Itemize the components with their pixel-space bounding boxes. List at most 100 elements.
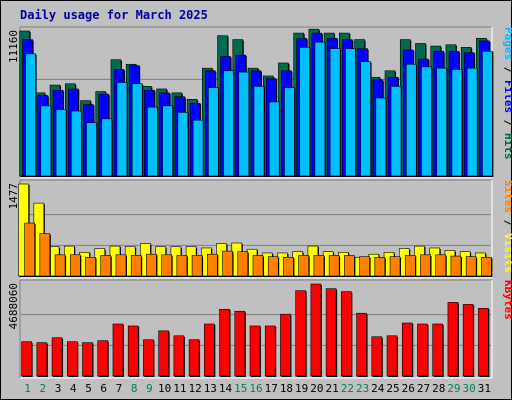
x-tick-label-day-29: 29 (447, 382, 460, 395)
bar-pages-day-26 (405, 63, 417, 177)
bar-sites-day-21 (328, 255, 340, 277)
bar-pages-day-8 (131, 83, 143, 177)
bar-pages-day-20 (314, 41, 326, 177)
bar-kbytes-day-11 (173, 335, 185, 377)
x-tick-label-day-31: 31 (478, 382, 491, 395)
panel-hits-files-pages: 11160 Pages / Files / Hits (7, 26, 512, 179)
x-tick-label-day-12: 12 (188, 382, 201, 395)
chart-title: Daily usage for March 2025 (20, 8, 208, 22)
bar-kbytes-day-4 (66, 341, 78, 377)
bar-kbytes-day-22 (341, 291, 352, 377)
bar-pages-day-25 (390, 86, 402, 177)
bar-kbytes-day-15 (234, 310, 246, 377)
bar-pages-day-17 (268, 101, 280, 177)
legend-item-visits: Visits (502, 233, 512, 273)
legend-item-sites: Sites (502, 180, 512, 213)
x-axis-labels: 1 2 3 4 5 6 7 8 9 10 11 12 13 14 15 16 17 18 19 20 21 22 23 24 2… (24, 382, 491, 395)
bar-sites-day-11 (176, 255, 188, 277)
bar-sites-day-27 (420, 254, 431, 277)
bar-sites-day-19 (298, 255, 309, 277)
bar-kbytes-day-14 (219, 308, 230, 377)
bar-pages-day-27 (421, 66, 432, 177)
x-tick-label-day-16: 16 (249, 382, 262, 395)
bar-kbytes-day-7 (112, 323, 124, 377)
series-pages (25, 41, 494, 178)
bar-pages-day-13 (208, 87, 219, 177)
bar-sites-day-29 (450, 255, 462, 277)
bar-sites-day-30 (465, 256, 477, 277)
bar-sites-day-20 (313, 255, 325, 277)
legend-visits-sites: Sites / Visits (502, 180, 512, 273)
bar-sites-day-4 (69, 254, 81, 277)
chart-panels: 11160 Pages / Files / Hits 1477 Sites / Vis… (7, 26, 512, 379)
bar-pages-day-21 (329, 48, 341, 177)
bar-sites-day-24 (374, 257, 386, 277)
bar-kbytes-day-2 (36, 342, 48, 377)
bar-kbytes-day-9 (143, 339, 154, 377)
x-tick-label-day-25: 25 (386, 382, 399, 395)
bar-pages-day-22 (345, 48, 356, 177)
bar-sites-day-15 (237, 251, 249, 277)
x-tick-label-day-2: 2 (40, 382, 47, 395)
x-tick-label-day-19: 19 (295, 382, 308, 395)
legend-separator: / (502, 60, 512, 80)
bar-sites-day-7 (115, 254, 127, 277)
bar-sites-day-8 (130, 255, 142, 277)
x-tick-label-day-1: 1 (24, 382, 31, 395)
bar-kbytes-day-1 (21, 341, 32, 377)
bar-pages-day-23 (360, 61, 371, 177)
bar-sites-day-23 (359, 256, 370, 277)
bar-sites-day-31 (481, 257, 492, 277)
legend-kbytes: KBytes (502, 280, 512, 320)
bar-pages-day-7 (116, 82, 128, 177)
bar-pages-day-5 (86, 122, 97, 177)
bar-sites-day-6 (100, 255, 112, 277)
bar-sites-day-22 (344, 255, 355, 277)
bar-pages-day-11 (177, 112, 189, 177)
x-tick-label-day-11: 11 (173, 382, 186, 395)
panel-visits-sites: 1477 Sites / Visits (7, 179, 512, 279)
bar-kbytes-day-21 (325, 288, 337, 377)
x-tick-label-day-18: 18 (280, 382, 293, 395)
bar-kbytes-day-30 (462, 304, 474, 377)
bar-sites-day-13 (207, 253, 218, 277)
bar-kbytes-day-25 (386, 335, 398, 377)
legend-item-pages: Pages (502, 27, 512, 60)
bar-sites-day-12 (191, 255, 203, 277)
bar-kbytes-day-23 (356, 312, 367, 377)
legend-separator: / (502, 213, 512, 233)
x-tick-label-day-20: 20 (310, 382, 323, 395)
x-tick-label-day-23: 23 (356, 382, 369, 395)
x-tick-label-day-3: 3 (55, 382, 62, 395)
x-tick-label-day-9: 9 (146, 382, 153, 395)
bar-sites-day-25 (389, 256, 401, 277)
bar-pages-day-3 (55, 109, 67, 177)
bar-kbytes-day-17 (264, 325, 276, 377)
bar-pages-day-19 (299, 47, 310, 177)
y-axis-max-label: 4688060 (7, 283, 20, 329)
x-tick-label-day-7: 7 (116, 382, 123, 395)
bar-kbytes-day-6 (97, 340, 109, 377)
bar-pages-day-15 (238, 71, 250, 177)
bar-sites-day-1 (24, 222, 35, 277)
bar-pages-day-4 (70, 110, 82, 177)
bar-kbytes-day-29 (447, 302, 459, 377)
y-axis-max-label: 1477 (7, 183, 20, 210)
bar-kbytes-day-8 (127, 325, 139, 377)
bar-kbytes-day-24 (371, 336, 383, 377)
y-axis-max-label: 11160 (7, 30, 20, 63)
bar-sites-day-9 (146, 253, 157, 277)
legend-item-files: Files (502, 80, 512, 113)
bar-kbytes-day-18 (280, 313, 291, 377)
bar-pages-day-9 (147, 106, 158, 177)
bar-pages-day-24 (375, 97, 387, 177)
bar-pages-day-28 (436, 67, 448, 177)
bar-kbytes-day-5 (82, 342, 93, 377)
bar-kbytes-day-12 (188, 339, 200, 377)
bar-sites-day-2 (39, 233, 51, 277)
bar-pages-day-18 (284, 87, 295, 177)
x-tick-label-day-15: 15 (234, 382, 247, 395)
bar-kbytes-day-26 (401, 322, 413, 377)
bar-sites-day-3 (54, 254, 66, 277)
